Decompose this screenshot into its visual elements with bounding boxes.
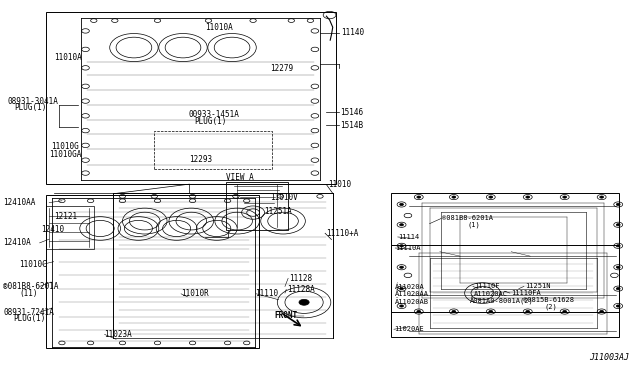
Text: 11110FA: 11110FA bbox=[511, 290, 541, 296]
Text: PLUG(1): PLUG(1) bbox=[195, 117, 227, 126]
Bar bbox=[226, 182, 288, 230]
Text: 11128A: 11128A bbox=[287, 285, 315, 294]
Text: 12121: 12121 bbox=[54, 212, 77, 221]
Circle shape bbox=[616, 305, 620, 307]
Circle shape bbox=[399, 224, 403, 226]
Circle shape bbox=[616, 203, 620, 206]
Text: Â11020AA: Â11020AA bbox=[395, 291, 429, 297]
Circle shape bbox=[616, 224, 620, 226]
Text: 11114: 11114 bbox=[397, 234, 419, 240]
Text: 11010GA: 11010GA bbox=[49, 150, 81, 159]
Text: 11251A: 11251A bbox=[264, 206, 292, 216]
Text: 11251N: 11251N bbox=[525, 283, 550, 289]
Circle shape bbox=[563, 196, 566, 198]
Bar bbox=[46, 195, 259, 349]
Text: 12410A: 12410A bbox=[3, 238, 31, 247]
Text: Á11020A: Á11020A bbox=[395, 283, 425, 290]
Circle shape bbox=[489, 196, 493, 198]
Text: 11023A: 11023A bbox=[104, 330, 132, 339]
Circle shape bbox=[616, 288, 620, 290]
Text: Å081A0-8001A(2): Å081A0-8001A(2) bbox=[470, 297, 534, 305]
Text: ®081B8-6201A: ®081B8-6201A bbox=[3, 282, 59, 291]
Circle shape bbox=[399, 266, 403, 268]
Circle shape bbox=[616, 266, 620, 268]
Text: 11140: 11140 bbox=[341, 28, 364, 37]
Circle shape bbox=[489, 310, 493, 312]
Text: Ä11020AC: Ä11020AC bbox=[474, 291, 508, 297]
Text: 12279: 12279 bbox=[270, 64, 293, 73]
Circle shape bbox=[526, 310, 530, 312]
Text: 11110A: 11110A bbox=[395, 245, 420, 251]
Bar bbox=[392, 245, 620, 337]
Bar bbox=[154, 131, 272, 169]
Circle shape bbox=[600, 310, 604, 312]
Text: 11110F: 11110F bbox=[474, 283, 500, 289]
Text: 11010A: 11010A bbox=[54, 53, 81, 62]
Text: 11010C: 11010C bbox=[19, 260, 47, 269]
Circle shape bbox=[399, 288, 403, 290]
Text: 12410: 12410 bbox=[41, 225, 64, 234]
Text: ®0815B-61628: ®0815B-61628 bbox=[523, 298, 573, 304]
Bar bbox=[46, 13, 336, 184]
Circle shape bbox=[399, 203, 403, 206]
Text: 1514B: 1514B bbox=[340, 121, 364, 129]
Circle shape bbox=[452, 196, 456, 198]
Circle shape bbox=[399, 245, 403, 247]
Text: FRONT: FRONT bbox=[274, 311, 297, 320]
Bar bbox=[46, 206, 94, 249]
Circle shape bbox=[616, 245, 620, 247]
Circle shape bbox=[417, 310, 420, 312]
Text: 11010V: 11010V bbox=[270, 193, 298, 202]
Text: 11010R: 11010R bbox=[181, 289, 209, 298]
Circle shape bbox=[600, 196, 604, 198]
Circle shape bbox=[417, 196, 420, 198]
Text: 11110+A: 11110+A bbox=[326, 229, 359, 238]
Text: 15146: 15146 bbox=[340, 108, 364, 117]
Bar bbox=[392, 193, 620, 312]
Text: (2): (2) bbox=[544, 304, 557, 310]
Text: J11003AJ: J11003AJ bbox=[589, 353, 629, 362]
Circle shape bbox=[526, 196, 530, 198]
Circle shape bbox=[299, 299, 309, 305]
Circle shape bbox=[399, 305, 403, 307]
Text: PLUG(1): PLUG(1) bbox=[13, 314, 45, 323]
Text: Ã11020AB: Ã11020AB bbox=[395, 298, 429, 305]
Text: PLUG(1): PLUG(1) bbox=[14, 103, 47, 112]
Text: (1): (1) bbox=[468, 222, 481, 228]
Circle shape bbox=[452, 310, 456, 312]
Text: 11020AE: 11020AE bbox=[394, 326, 424, 332]
Text: 08931-3041A: 08931-3041A bbox=[8, 97, 59, 106]
Text: 11128: 11128 bbox=[289, 274, 312, 283]
Text: 08931-7241A: 08931-7241A bbox=[3, 308, 54, 317]
Text: VIEW A: VIEW A bbox=[226, 173, 253, 182]
Text: 11010G: 11010G bbox=[51, 142, 79, 151]
Text: 11010A: 11010A bbox=[205, 23, 233, 32]
Circle shape bbox=[563, 310, 566, 312]
Text: 12410AA: 12410AA bbox=[3, 198, 36, 207]
Text: (11): (11) bbox=[19, 289, 38, 298]
Text: 12293: 12293 bbox=[189, 155, 212, 164]
Text: ®081B8-6201A: ®081B8-6201A bbox=[442, 215, 493, 221]
Text: 11110: 11110 bbox=[255, 289, 278, 298]
Text: 00933-1451A: 00933-1451A bbox=[188, 109, 239, 119]
Text: 11010: 11010 bbox=[328, 180, 351, 189]
